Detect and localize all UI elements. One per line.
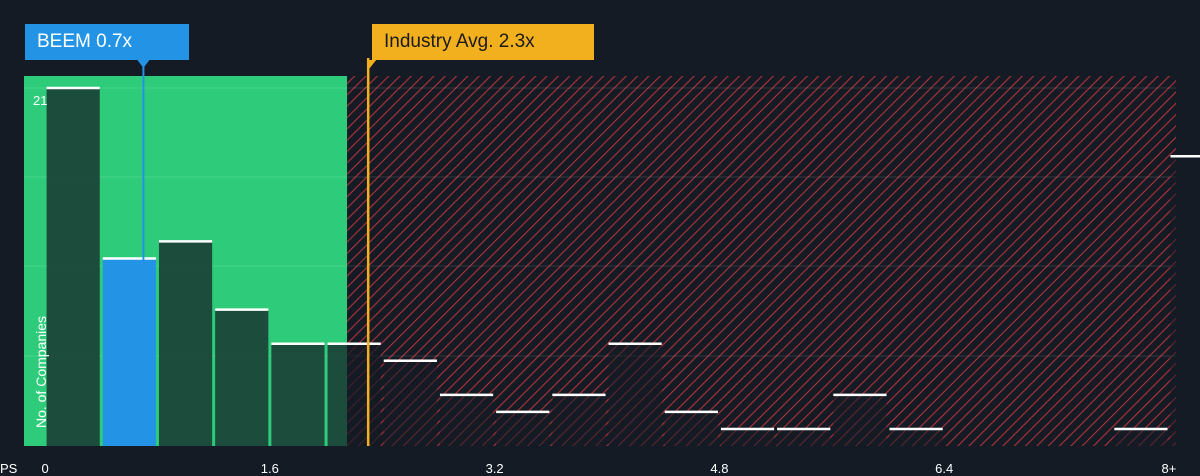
x-tick-label: 1.6 — [260, 461, 279, 476]
histogram-bar-6 — [383, 360, 437, 446]
x-tick-label: 8+ — [1161, 461, 1177, 476]
histogram-bar-4 — [271, 343, 325, 446]
x-tick-label: 6.4 — [935, 461, 954, 476]
histogram-bar-12 — [720, 428, 775, 446]
x-tick-label: 3.2 — [485, 461, 504, 476]
x-axis-prefix: PS — [0, 461, 18, 476]
industry-average-callout: Industry Avg. 2.3x — [372, 24, 594, 60]
histogram-bar-20 — [1170, 156, 1200, 446]
y-axis-max-label: 21 — [33, 93, 48, 108]
histogram-bar-10 — [608, 343, 662, 446]
histogram-bar-0 — [46, 88, 100, 446]
histogram-bar-14 — [833, 394, 887, 446]
x-tick-label: 0 — [41, 461, 49, 476]
subject-callout-pointer — [137, 60, 150, 68]
y-axis-label: No. of Companies — [33, 315, 49, 429]
average-callout-pointer — [368, 60, 377, 70]
histogram-bar-15 — [889, 428, 943, 446]
histogram-bar-2 — [158, 241, 213, 446]
histogram-bar-1 — [102, 258, 156, 446]
histogram-bar-7 — [439, 394, 494, 446]
histogram-bar-13 — [777, 428, 831, 446]
x-tick-label: 4.8 — [710, 461, 729, 476]
histogram-bar-8 — [496, 411, 550, 446]
overvalued-zone — [347, 76, 1176, 446]
histogram-bar-3 — [215, 309, 269, 446]
histogram-bar-19 — [1114, 428, 1168, 446]
histogram-bar-9 — [552, 394, 606, 446]
histogram-bar-11 — [664, 411, 718, 446]
histogram-bar-5 — [327, 343, 381, 446]
subject-ps-callout: BEEM 0.7x — [25, 24, 189, 60]
